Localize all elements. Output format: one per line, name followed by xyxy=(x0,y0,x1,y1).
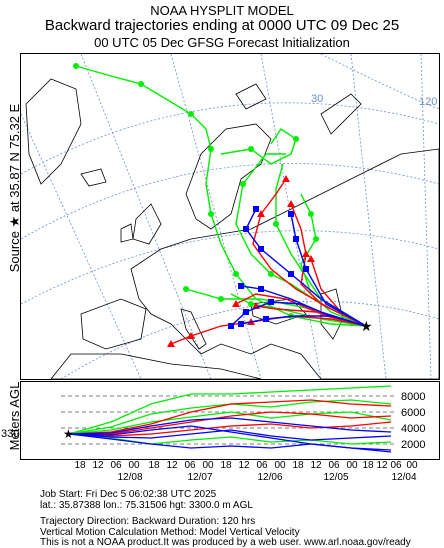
map-canvas: 30 120 xyxy=(20,53,440,380)
hour-tick: 06 xyxy=(256,460,268,471)
hour-tick: 18 xyxy=(292,460,304,471)
profile-lines xyxy=(68,385,392,453)
profile-canvas: ★ 8000 6000 4000 2000 xyxy=(61,385,425,453)
graticule-label-120: 120 xyxy=(419,96,437,108)
hour-tick: 12 xyxy=(310,460,322,471)
hour-tick: 00 xyxy=(202,460,214,471)
y-tick-8000: 8000 xyxy=(401,391,425,403)
trajectories-blue xyxy=(230,208,367,327)
vertical-profile[interactable]: ★ 8000 6000 4000 2000 xyxy=(20,381,440,460)
hour-tick: 06 xyxy=(328,460,340,471)
date-tick: 12/04 xyxy=(391,472,416,483)
hour-tick: 18 xyxy=(362,460,374,471)
hour-tick: 00 xyxy=(406,460,418,471)
hour-tick: 06 xyxy=(390,460,402,471)
y-tick-4000: 4000 xyxy=(401,423,425,435)
trajectory-map[interactable]: 30 120 xyxy=(20,53,440,380)
profile-source-star-icon: ★ xyxy=(63,427,74,441)
trajectories-green xyxy=(75,65,367,327)
vertical-method: Vertical Motion Calculation Method: Mode… xyxy=(40,527,300,538)
job-start: Job Start: Fri Dec 5 06:02:38 UTC 2025 xyxy=(40,489,217,500)
title-model: NOAA HYSPLIT MODEL xyxy=(150,3,294,18)
disclaimer: This is not a NOAA product.It was produc… xyxy=(40,537,411,548)
hour-tick: 00 xyxy=(274,460,286,471)
start-height-label: 3300 xyxy=(1,428,26,440)
hour-tick: 06 xyxy=(184,460,196,471)
date-tick: 12/06 xyxy=(257,472,282,483)
date-tick: 12/05 xyxy=(323,472,348,483)
hour-tick: 12 xyxy=(376,460,388,471)
title-main: Backward trajectories ending at 0000 UTC… xyxy=(44,17,400,34)
graticule xyxy=(20,53,440,380)
trajectory-direction: Trajectory Direction: Backward Duration:… xyxy=(40,516,256,527)
date-tick: 12/07 xyxy=(187,472,212,483)
hour-tick: 12 xyxy=(92,460,104,471)
coastlines xyxy=(25,78,440,380)
y-tick-2000: 2000 xyxy=(401,439,425,451)
graticule-label-30: 30 xyxy=(311,93,323,105)
trajectory-markers-blue xyxy=(228,206,309,329)
hour-tick: 00 xyxy=(346,460,358,471)
trajectory-markers-green xyxy=(73,63,319,319)
time-axis: 18 12 06 00 18 12 06 00 18 12 06 00 18 1… xyxy=(74,460,418,483)
hour-tick: 18 xyxy=(220,460,232,471)
hour-tick: 12 xyxy=(238,460,250,471)
hour-tick: 06 xyxy=(110,460,122,471)
title-subtitle: 00 UTC 05 Dec GFSG Forecast Initializati… xyxy=(94,35,350,50)
hour-tick: 00 xyxy=(128,460,140,471)
y-tick-6000: 6000 xyxy=(401,407,425,419)
date-tick: 12/08 xyxy=(117,472,142,483)
hour-tick: 12 xyxy=(166,460,178,471)
source-location: lat.: 35.87388 lon.: 75.31506 hgt: 3300.… xyxy=(40,500,253,511)
hour-tick: 18 xyxy=(74,460,86,471)
source-star-icon: ★ xyxy=(360,319,373,335)
hour-tick: 18 xyxy=(148,460,160,471)
